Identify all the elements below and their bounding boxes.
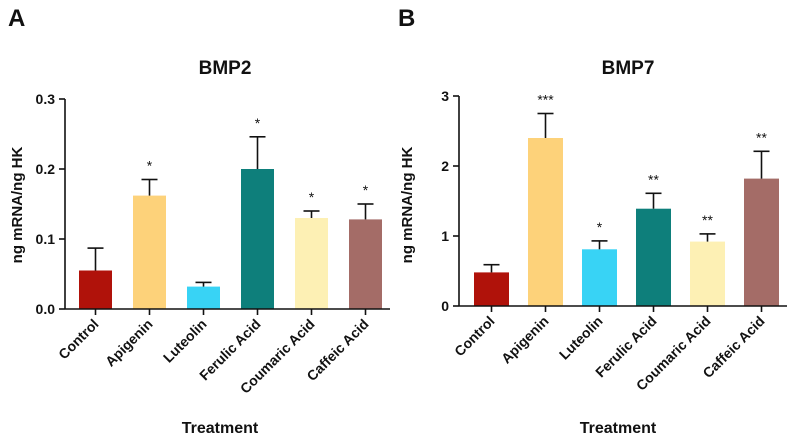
- y-tick-label: 0.0: [36, 301, 56, 317]
- significance-marker: **: [702, 212, 713, 228]
- y-tick-label: 2: [441, 158, 449, 174]
- x-tick-label: Apigenin: [498, 313, 552, 367]
- chart-title: BMP2: [199, 58, 252, 79]
- y-axis-label: ng mRNA/ng HK: [399, 147, 416, 264]
- bar-luteolin: [582, 249, 617, 306]
- significance-marker: *: [309, 189, 315, 205]
- bar-caffeic-acid: [349, 219, 382, 309]
- x-tick-label: Control: [451, 313, 498, 360]
- significance-marker: **: [648, 171, 659, 187]
- x-tick-label: Control: [55, 316, 102, 363]
- bar-control: [474, 272, 509, 306]
- x-tick-label: Apigenin: [102, 316, 156, 370]
- bar-apigenin: [528, 138, 563, 306]
- panel-letter-b: B: [398, 5, 415, 32]
- panel-letter-a: A: [8, 5, 25, 32]
- y-tick-label: 0.1: [36, 231, 56, 247]
- y-tick-label: 0: [441, 298, 449, 314]
- significance-marker: *: [363, 182, 369, 198]
- x-axis-label: Treatment: [580, 420, 657, 437]
- bar-luteolin: [187, 286, 220, 309]
- bar-apigenin: [133, 195, 166, 309]
- significance-marker: ***: [537, 92, 554, 108]
- bar-caffeic-acid: [744, 178, 779, 306]
- y-tick-label: 0.3: [36, 91, 56, 107]
- x-axis-label: Treatment: [182, 420, 259, 437]
- y-tick-label: 0.2: [36, 161, 56, 177]
- chart-title: BMP7: [602, 58, 655, 79]
- y-axis-label: ng mRNA/ng HK: [9, 147, 26, 264]
- x-tick-label: Luteolin: [160, 316, 210, 366]
- significance-marker: *: [597, 219, 603, 235]
- significance-marker: **: [756, 129, 767, 145]
- bar-coumaric-acid: [690, 241, 725, 306]
- y-tick-label: 1: [441, 228, 449, 244]
- bar-coumaric-acid: [295, 218, 328, 309]
- significance-marker: *: [147, 158, 153, 174]
- y-tick-label: 3: [441, 88, 449, 104]
- bar-ferulic-acid: [636, 208, 671, 306]
- x-tick-label: Luteolin: [556, 313, 606, 363]
- bar-ferulic-acid: [241, 169, 274, 309]
- significance-marker: *: [255, 115, 261, 131]
- bar-control: [79, 270, 112, 309]
